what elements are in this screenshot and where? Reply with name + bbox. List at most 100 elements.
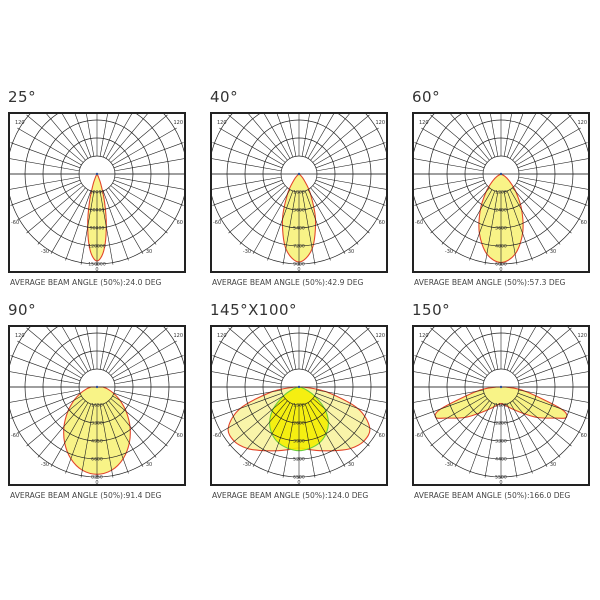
grid-radial-line	[314, 127, 379, 166]
angle-label: 30	[550, 462, 556, 468]
ring-value-label: 150000	[88, 262, 106, 268]
beam-angle-caption: AVERAGE BEAM ANGLE (50%):24.0 DEG	[10, 278, 162, 287]
ring-value-label: 2600	[293, 421, 305, 427]
grid-radial-line	[421, 182, 486, 221]
grid-radial-line	[26, 185, 84, 234]
grid-radial-line	[85, 325, 95, 370]
angle-label: 120	[419, 120, 429, 126]
grid-radial-line	[517, 392, 588, 419]
grid-radial-line	[464, 325, 493, 372]
grid-radial-line	[210, 176, 282, 190]
ring-value-label: 120000	[88, 244, 106, 250]
panel-title: 90°	[8, 301, 37, 319]
angle-label: 120	[173, 333, 183, 339]
grid-radial-line	[219, 182, 284, 221]
grid-radial-line	[99, 325, 109, 370]
grid-radial-line	[210, 158, 282, 172]
grid-radial-line	[506, 112, 524, 158]
grid-radial-line	[412, 389, 484, 403]
grid-radial-line	[304, 112, 322, 158]
grid-radial-line	[514, 327, 572, 376]
grid-radial-line	[307, 112, 336, 159]
grid-radial-line	[105, 189, 144, 254]
grid-radial-line	[282, 404, 297, 478]
angle-label: 60	[379, 220, 385, 226]
ring-value-label: 7200	[293, 244, 305, 250]
grid-radial-line	[314, 340, 379, 379]
ring-value-label: 1650	[91, 403, 103, 409]
angle-label: 0	[95, 267, 98, 273]
grid-radial-line	[512, 325, 554, 374]
grid-radial-line	[17, 340, 82, 379]
grid-radial-line	[110, 398, 168, 447]
grid-radial-line	[17, 182, 82, 221]
grid-radial-line	[312, 398, 370, 447]
angle-label: 0	[297, 480, 300, 486]
ring-value-label: 5500	[495, 475, 507, 481]
polar-plot: 1800 3600 5400 7200 9000 120 120 -60 60 -30 30 0	[210, 112, 388, 273]
grid-radial-line	[108, 187, 157, 245]
grid-radial-line	[518, 158, 590, 172]
grid-radial-line	[310, 112, 352, 161]
grid-radial-line	[60, 325, 89, 372]
grid-radial-line	[315, 392, 386, 419]
intensity-curve	[434, 386, 568, 419]
beam-angle-caption: AVERAGE BEAM ANGLE (50%):42.9 DEG	[212, 278, 364, 287]
angle-label: 60	[177, 433, 183, 439]
ring-value-label: 1800	[293, 190, 305, 196]
grid-radial-line	[262, 112, 291, 159]
grid-radial-line	[212, 355, 283, 382]
grid-radial-line	[489, 112, 499, 157]
grid-radial-line	[44, 112, 86, 161]
grid-radial-line	[503, 191, 518, 265]
ring-value-label: 30000	[90, 190, 105, 196]
grid-radial-line	[110, 185, 168, 234]
grid-radial-line	[8, 371, 80, 385]
grid-radial-line	[509, 112, 538, 159]
grid-radial-line	[50, 402, 89, 467]
angle-label: 30	[146, 462, 152, 468]
grid-radial-line	[287, 112, 297, 157]
angle-label: 0	[499, 267, 502, 273]
angle-label: 30	[550, 249, 556, 255]
grid-radial-line	[316, 158, 388, 172]
grid-radial-line	[108, 325, 150, 374]
grid-radial-line	[287, 325, 297, 370]
grid-radial-line	[267, 403, 294, 474]
grid-radial-line	[412, 158, 484, 172]
grid-radial-line	[74, 112, 92, 158]
grid-radial-line	[315, 179, 386, 206]
polar-plot: 1650 3300 4950 6600 8250 120 120 -60 60 -30 30 0	[8, 325, 186, 486]
grid-radial-line	[314, 182, 379, 221]
ring-value-label: 3600	[495, 226, 507, 232]
grid-radial-line	[113, 355, 184, 382]
grid-radial-line	[113, 179, 184, 206]
grid-radial-line	[414, 355, 485, 382]
grid-radial-line	[414, 179, 485, 206]
grid-radial-line	[65, 403, 92, 474]
grid-radial-line	[312, 327, 370, 376]
grid-radial-line	[108, 112, 150, 161]
polar-plot: 30000 60000 90000 120000 150000 120 120 -60 60 -3…	[8, 112, 186, 273]
center-point	[297, 385, 301, 389]
panel-title: 150°	[412, 301, 451, 319]
angle-label: 120	[419, 333, 429, 339]
grid-radial-line	[219, 340, 284, 379]
grid-radial-line	[239, 187, 288, 245]
angle-label: 120	[217, 120, 227, 126]
angle-label: -30	[445, 462, 453, 468]
grid-radial-line	[307, 189, 346, 254]
grid-radial-line	[310, 187, 359, 245]
panel-title: 145°X100°	[210, 301, 298, 319]
angle-label: -60	[415, 220, 423, 226]
grid-radial-line	[518, 389, 590, 403]
angle-label: 120	[15, 333, 25, 339]
center-point	[95, 385, 99, 389]
grid-radial-line	[412, 176, 484, 190]
grid-radial-line	[212, 179, 283, 206]
grid-radial-line	[102, 325, 120, 371]
grid-radial-line	[276, 112, 294, 158]
grid-radial-line	[304, 325, 322, 371]
grid-radial-line	[421, 340, 486, 379]
beam-angle-caption: AVERAGE BEAM ANGLE (50%):57.3 DEG	[414, 278, 566, 287]
